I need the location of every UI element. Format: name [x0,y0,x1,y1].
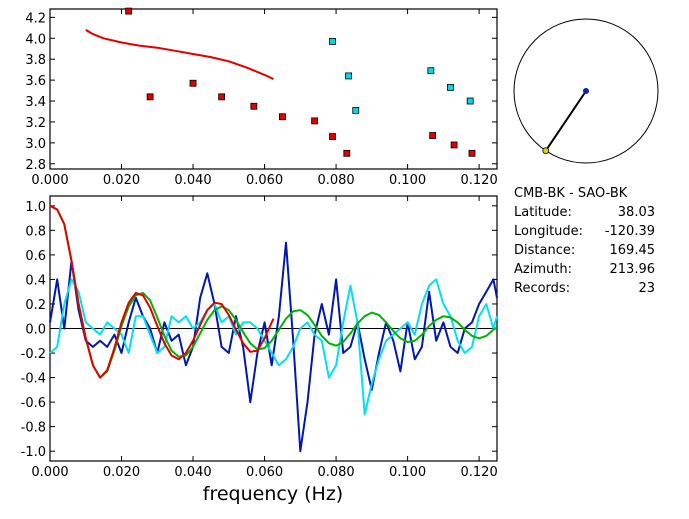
data-point [146,93,154,101]
dispersion-plot-series [85,7,476,157]
data-point [279,113,286,121]
x-tick-label: 0.080 [317,173,354,188]
y-tick-label: 3.0 [25,137,46,152]
data-point [447,84,454,91]
info-value: 169.45 [610,243,656,258]
station-end-marker [542,147,550,155]
data-point [429,132,437,139]
series-line-0 [85,29,274,81]
data-point [189,79,197,87]
series-line-2 [49,204,498,379]
info-value: 23 [638,281,655,296]
x-tick-label: 0.020 [103,465,140,480]
info-label: Distance: [514,243,575,258]
info-value: 38.03 [618,205,655,220]
series-line-3 [49,204,275,379]
y-tick-label: 0.2 [25,298,46,313]
y-tick-label: -0.4 [21,372,46,387]
info-value: -120.39 [605,224,655,239]
x-tick-label: 0.020 [103,173,140,188]
y-tick-label: 4.0 [25,32,46,47]
info-label: Azimuth: [514,262,572,277]
info-value: 213.96 [610,262,656,277]
dispersion-plot-frame [49,8,498,170]
y-tick-label: -1.0 [21,445,46,460]
info-label: Latitude: [514,205,572,220]
y-tick-label: -0.8 [21,421,46,436]
azimuth-ray [544,90,587,152]
y-tick-label: 3.2 [25,116,46,131]
y-tick-label: 0.4 [25,273,46,288]
data-point [468,149,476,157]
y-tick-label: 3.8 [25,53,46,68]
y-tick-label: 0.6 [25,249,46,264]
correlation-plot-series [49,204,498,453]
series-line-1 [49,278,498,416]
data-point [250,102,258,110]
series-line-0 [49,241,498,453]
y-tick-label: 3.6 [25,74,46,89]
y-tick-label: 3.4 [25,95,46,110]
x-tick-label: 0.040 [174,465,211,480]
data-point [466,97,474,105]
data-point [125,7,133,15]
info-label: Records: [514,281,570,296]
y-tick-label: 4.2 [25,11,46,26]
info-label: Longitude: [514,224,583,239]
x-tick-label: 0.120 [461,173,498,188]
station-center-marker [583,88,589,94]
data-point [450,141,458,149]
x-tick-label: 0.080 [317,465,354,480]
y-tick-label: 1.0 [25,200,46,215]
data-point [218,93,226,101]
station-info: CMB-BK - SAO-BK Latitude: 38.03 Longitude:… [514,186,655,296]
x-tick-label: 0.100 [389,465,426,480]
x-tick-label: 0.000 [31,173,68,188]
x-tick-label: 0.120 [461,465,498,480]
y-tick-label: 2.8 [25,158,46,173]
x-tick-label: 0.000 [31,465,68,480]
x-tick-label: 0.100 [389,173,426,188]
dispersion-plot-axes: 0.000 0.020 0.040 0.060 0.080 0.100 0.120 2.8 3.… [25,9,498,188]
x-tick-label: 0.060 [246,465,283,480]
y-tick-label: 0.0 [25,323,46,338]
map-circle [513,18,659,164]
x-tick-label: 0.040 [174,173,211,188]
y-tick-label: -0.6 [21,396,46,411]
x-axis-label: frequency (Hz) [203,483,343,505]
data-point [343,149,351,157]
correlation-plot-axes: 0.000 0.020 0.040 0.060 0.080 0.100 0.120 -1.0 -… [21,196,498,480]
x-tick-label: 0.060 [246,173,283,188]
data-point [311,117,319,125]
data-point [352,107,360,114]
data-point [345,72,352,80]
data-point [329,38,336,45]
y-tick-label: 0.8 [25,224,46,239]
azimuth-map-inset [513,18,659,164]
data-point [427,67,435,75]
data-point [329,133,336,140]
station-pair: CMB-BK - SAO-BK [514,186,628,201]
y-tick-label: -0.2 [21,347,46,362]
